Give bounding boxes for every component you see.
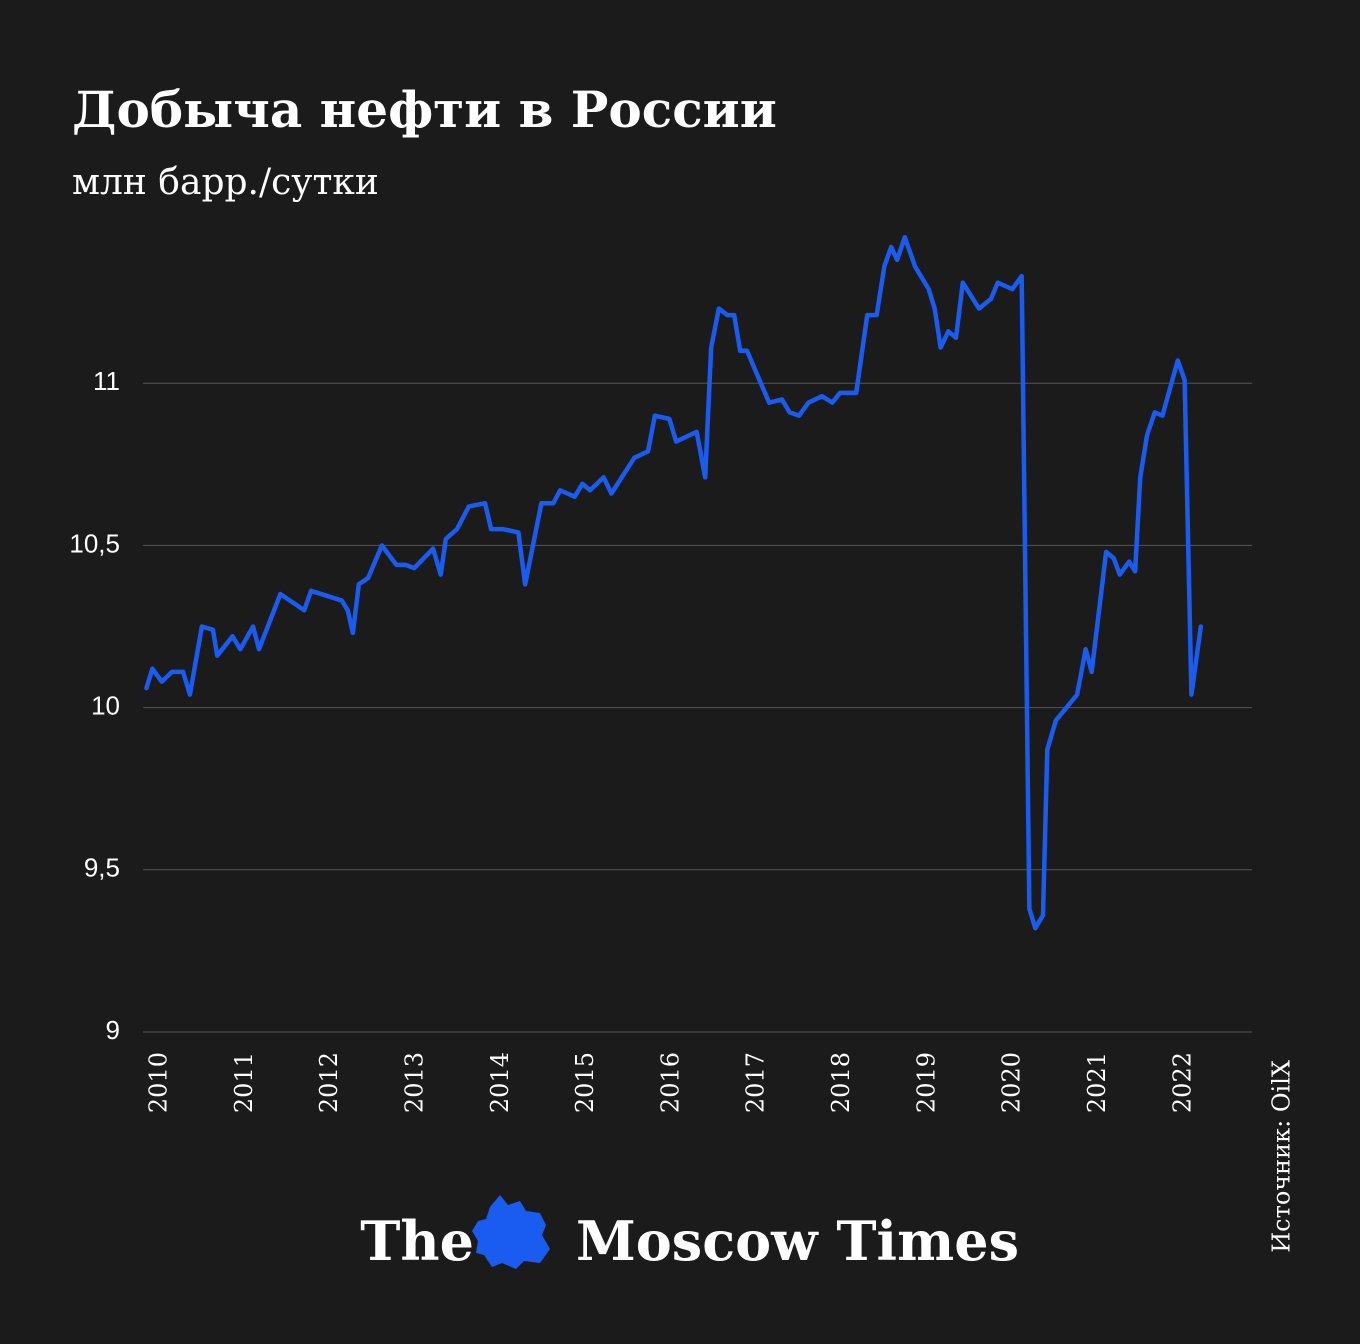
x-tick-label: 2014	[486, 1052, 514, 1113]
x-tick-label: 2021	[1083, 1052, 1111, 1113]
source: Источник: OilX	[1268, 1060, 1296, 1253]
x-tick-label: 2015	[571, 1052, 599, 1113]
x-tick-label: 2020	[998, 1052, 1026, 1113]
y-tick-label: 9,5	[84, 853, 120, 883]
x-tick-label: 2012	[315, 1052, 343, 1113]
y-tick-label: 10,5	[69, 528, 120, 558]
chart-subtitle: млн барр./сутки	[72, 162, 379, 203]
y-tick-label: 11	[93, 366, 120, 396]
x-tick-label: 2010	[145, 1052, 173, 1113]
x-tick-label: 2011	[230, 1052, 258, 1113]
logo-emblem	[472, 1195, 550, 1269]
logo-right: Moscow Times	[576, 1209, 1019, 1273]
data-line	[144, 234, 1204, 931]
chart-title: Добыча нефти в России	[72, 80, 777, 139]
x-tick-label: 2016	[656, 1052, 684, 1113]
y-tick-label: 10	[91, 690, 120, 720]
logo-left: The	[360, 1209, 474, 1273]
x-tick-label: 2017	[742, 1052, 770, 1113]
logo-icon	[472, 1195, 550, 1269]
x-tick-label: 2022	[1168, 1052, 1196, 1113]
x-tick-label: 2019	[912, 1052, 940, 1113]
y-tick-label: 9	[106, 1015, 120, 1045]
x-tick-label: 2018	[827, 1052, 855, 1113]
x-tick-label: 2013	[400, 1052, 428, 1113]
